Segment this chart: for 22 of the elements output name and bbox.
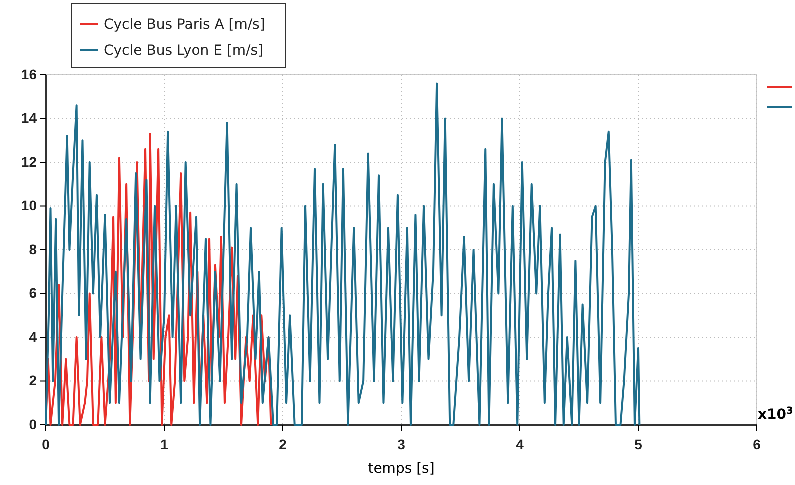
line-series [45,133,272,426]
x-tick-label: 5 [634,436,643,452]
y-tick-label: 8 [29,241,38,258]
x-tick-label: 4 [516,436,524,452]
y-tick-label: 0 [29,416,38,432]
x-tick-label: 3 [398,436,406,452]
y-tick-label: 16 [21,66,38,82]
y-tick-label: 6 [29,285,38,302]
text: x10$^{3}$ [758,406,794,423]
y-tick-label: 14 [21,110,38,126]
x-tick-label: 0 [42,436,50,452]
legend-label: Cycle Bus Lyon E [m/s] [104,43,264,59]
legend-label: Cycle Bus Paris A [m/s] [104,17,266,33]
x-axis-title: temps [s] [368,461,435,477]
x-tick-label: 6 [753,436,762,452]
line-series [45,82,641,426]
x-tick-label: 2 [279,436,288,452]
x-tick-label: 1 [160,436,169,452]
y-tick-label: 10 [21,198,38,214]
y-tick-label: 4 [29,328,38,345]
y-tick-label: 12 [21,154,38,170]
y-tick-label: 2 [29,372,38,389]
